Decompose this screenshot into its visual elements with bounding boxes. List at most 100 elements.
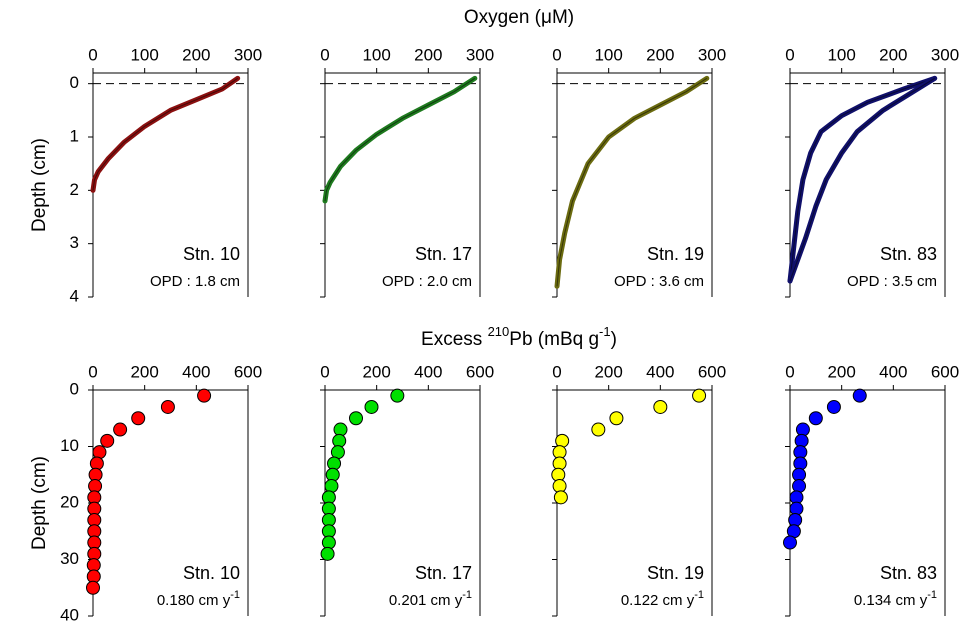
- station-note: OPD : 3.6 cm: [614, 273, 704, 290]
- x-tick-label: 100: [362, 45, 390, 64]
- profile-edge: [789, 77, 935, 282]
- y-tick-label: 1: [70, 126, 79, 145]
- note-text: 0.201 cm y: [389, 592, 463, 609]
- data-point: [197, 388, 212, 403]
- y-axis-label: Depth (cm): [29, 138, 50, 232]
- x-tick-label: 300: [234, 45, 262, 64]
- title-part: ): [611, 329, 617, 350]
- data-point: [555, 433, 570, 448]
- station-label: Stn. 10: [183, 244, 240, 264]
- title-part: -1: [599, 324, 611, 339]
- x-tick-label: 0: [785, 45, 794, 64]
- x-tick-label: 0: [88, 45, 97, 64]
- data-point: [553, 490, 568, 505]
- data-point: [160, 399, 175, 414]
- station-label: Stn. 83: [880, 563, 937, 583]
- profile-edge: [556, 77, 708, 287]
- note-sup: -1: [694, 589, 704, 601]
- x-tick-label: 600: [698, 362, 726, 381]
- profile-line: [322, 75, 478, 204]
- x-tick-label: 0: [552, 45, 561, 64]
- x-tick-label: 600: [466, 362, 494, 381]
- data-point: [86, 580, 100, 595]
- station-note: 0.134 cm y-1: [854, 589, 937, 609]
- profile-line: [90, 75, 241, 193]
- y-tick-label: 3: [70, 233, 79, 252]
- row-title: Oxygen (μM): [464, 7, 574, 28]
- station-label: Stn. 19: [647, 563, 704, 583]
- note-text: OPD : 1.8 cm: [150, 273, 240, 290]
- station-label: Stn. 83: [880, 244, 937, 264]
- title-part: Excess: [421, 329, 488, 350]
- x-tick-label: 400: [414, 362, 442, 381]
- data-point: [92, 445, 107, 460]
- note-text: 0.134 cm y: [854, 592, 928, 609]
- note-text: OPD : 3.5 cm: [847, 273, 937, 290]
- x-tick-label: 600: [931, 362, 959, 381]
- station-label: Stn. 10: [183, 563, 240, 583]
- x-tick-label: 200: [879, 45, 907, 64]
- note-sup: -1: [927, 589, 937, 601]
- title-part: Pb (mBq g: [509, 329, 599, 350]
- y-tick-label: 30: [60, 549, 79, 568]
- data-point: [324, 479, 339, 494]
- data-point: [349, 411, 363, 426]
- title-part: 210: [488, 324, 510, 339]
- x-tick-label: 200: [414, 45, 442, 64]
- data-point: [692, 388, 707, 403]
- note-sup: -1: [462, 589, 472, 601]
- x-tick-label: 200: [594, 362, 622, 381]
- x-tick-label: 600: [234, 362, 262, 381]
- station-note: 0.122 cm y-1: [621, 589, 704, 609]
- data-point: [390, 388, 405, 403]
- station-label: Stn. 17: [415, 563, 472, 583]
- x-tick-label: 200: [182, 45, 210, 64]
- data-point: [826, 399, 841, 414]
- x-tick-label: 200: [130, 362, 158, 381]
- note-text: 0.122 cm y: [621, 592, 695, 609]
- data-point: [783, 535, 797, 550]
- data-point: [100, 433, 115, 448]
- y-tick-label: 0: [70, 73, 79, 92]
- y-tick-label: 2: [70, 180, 79, 199]
- data-point: [852, 388, 867, 403]
- data-point: [653, 399, 668, 414]
- x-tick-label: 200: [827, 362, 855, 381]
- y-tick-label: 10: [60, 436, 79, 455]
- data-point: [808, 411, 823, 426]
- note-text: OPD : 2.0 cm: [382, 273, 472, 290]
- note-text: 0.180 cm y: [157, 592, 231, 609]
- note-sup: -1: [230, 589, 240, 601]
- y-tick-label: 20: [60, 492, 79, 511]
- station-label: Stn. 17: [415, 244, 472, 264]
- station-label: Stn. 19: [647, 244, 704, 264]
- data-point: [591, 422, 606, 437]
- x-tick-label: 300: [698, 45, 726, 64]
- x-tick-label: 100: [594, 45, 622, 64]
- station-note: OPD : 1.8 cm: [150, 273, 240, 290]
- profile-edge: [789, 77, 935, 282]
- x-tick-label: 0: [552, 362, 561, 381]
- data-point: [320, 546, 335, 561]
- x-tick-label: 100: [130, 45, 158, 64]
- x-tick-label: 400: [182, 362, 210, 381]
- data-point: [364, 399, 379, 414]
- x-tick-label: 100: [827, 45, 855, 64]
- data-point: [792, 479, 807, 494]
- station-note: OPD : 3.5 cm: [847, 273, 937, 290]
- data-point: [131, 411, 146, 426]
- profile-edge: [324, 77, 476, 202]
- row-title: Excess 210Pb (mBq g-1): [421, 324, 617, 350]
- station-note: 0.180 cm y-1: [157, 589, 240, 609]
- x-tick-label: 400: [879, 362, 907, 381]
- x-tick-label: 200: [362, 362, 390, 381]
- station-note: 0.201 cm y-1: [389, 589, 472, 609]
- y-axis-label: Depth (cm): [29, 456, 50, 550]
- x-tick-label: 300: [931, 45, 959, 64]
- x-tick-label: 0: [320, 362, 329, 381]
- note-text: OPD : 3.6 cm: [614, 273, 704, 290]
- x-tick-label: 200: [646, 45, 674, 64]
- data-point: [113, 422, 128, 437]
- y-tick-label: 4: [70, 286, 79, 305]
